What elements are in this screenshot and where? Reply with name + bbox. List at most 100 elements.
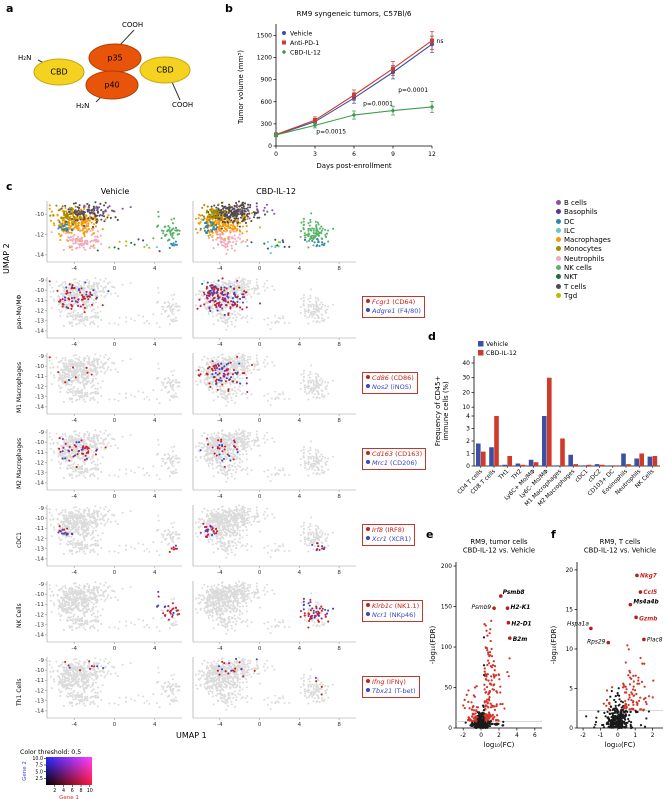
umap-plot-row6-col0: -4 0 4-9-10-11-12-13-14 xyxy=(35,657,182,728)
gene-protein: (IRF8) xyxy=(385,526,405,534)
panel-c-label: c xyxy=(6,180,13,193)
gene-protein: (IFNγ) xyxy=(386,678,406,686)
celltype-legend-item: NK cells xyxy=(556,264,611,273)
scatter-points xyxy=(194,200,335,255)
domain-label: p35 xyxy=(107,54,122,63)
svg-text:1500: 1500 xyxy=(257,32,272,39)
domain-label: CBD xyxy=(156,66,173,75)
celltype-dot xyxy=(556,237,561,243)
bar-cbdil12 xyxy=(639,453,644,466)
celltype-label: Monocytes xyxy=(564,245,602,254)
celltype-label: ILC xyxy=(564,226,575,235)
scatter-points xyxy=(585,644,655,730)
umap-plot-row2-col1: -4 0 4 8 xyxy=(192,352,356,424)
svg-text:6: 6 xyxy=(533,733,537,739)
gene-label: Psmb9 xyxy=(472,605,492,611)
gene-symbol: Mrc1 xyxy=(372,459,388,467)
svg-text:-4: -4 xyxy=(71,342,77,348)
bar-cbdil12 xyxy=(560,438,565,466)
svg-text:5.0: 5.0 xyxy=(35,769,43,775)
svg-text:0: 0 xyxy=(274,151,278,158)
svg-text:5: 5 xyxy=(569,686,573,692)
svg-text:0: 0 xyxy=(466,463,470,470)
svg-text:10: 10 xyxy=(87,788,93,794)
gene-symbol: Klrb1c xyxy=(372,602,393,610)
celltype-label: Neutrophils xyxy=(564,254,605,263)
bar-vehicle xyxy=(542,416,547,466)
svg-text:4: 4 xyxy=(466,413,470,420)
svg-text:40: 40 xyxy=(462,360,470,367)
svg-text:0: 0 xyxy=(258,266,262,272)
celltype-legend-item: Basophils xyxy=(556,208,611,217)
celltype-legend-item: DC xyxy=(556,218,611,227)
annotation: ns xyxy=(437,38,444,45)
panelE-title-2: CBD-IL-12 vs. Vehicle xyxy=(463,547,535,555)
svg-text:3: 3 xyxy=(313,151,317,158)
gene-legend-box: Irf8 (IRF8) Xcr1 (XCR1) xyxy=(362,524,416,546)
panel-a-label: a xyxy=(6,2,14,15)
umap-plot-row0-col1: -4 0 4 8 xyxy=(192,200,356,272)
gene-symbol: Cd86 xyxy=(372,374,389,382)
svg-text:6: 6 xyxy=(71,788,74,794)
umap-plot-row2-col0: -4 0 4 -9 -10 -11 -12 -13 -14 xyxy=(35,353,182,424)
svg-text:-4: -4 xyxy=(71,418,77,424)
legend-item: CBD-IL-12 xyxy=(290,50,321,57)
svg-text:12: 12 xyxy=(428,151,436,158)
domain-label: p40 xyxy=(104,81,119,90)
gene-symbol: Fcgr1 xyxy=(372,298,391,306)
bar-vehicle xyxy=(608,465,613,466)
labeled-gene-dot xyxy=(638,590,643,594)
scatter-points xyxy=(48,505,181,557)
svg-text:200: 200 xyxy=(441,564,452,570)
row-label: NK Cells xyxy=(16,603,23,629)
domain-oval xyxy=(85,70,139,100)
gene-label: Rps29 xyxy=(587,640,605,646)
bar-cbdil12 xyxy=(547,377,552,466)
celltype-label: Tgd xyxy=(564,291,578,300)
terminus-label: COOH xyxy=(172,101,193,109)
umap-plot-row3-col0: -4 0 4-9-10-11-12-13-14 xyxy=(35,429,182,500)
scatter-points xyxy=(48,657,181,709)
gene-label: H2-D1 xyxy=(511,622,531,628)
svg-text:1200: 1200 xyxy=(257,55,272,62)
svg-text:-1: -1 xyxy=(598,733,604,739)
bar-cbdil12 xyxy=(652,456,658,466)
celltype-dot xyxy=(556,274,561,280)
bar-vehicle xyxy=(476,443,481,466)
umap-plot-row1-col1: -4 0 4 8 xyxy=(192,276,356,348)
gene-symbol: Ifng xyxy=(372,678,385,686)
row-label: cDC1 xyxy=(16,532,23,548)
svg-text:10.0: 10.0 xyxy=(32,756,43,762)
labeled-gene-dot xyxy=(506,620,511,625)
umap2-axis-label: UMAP 2 xyxy=(2,243,11,274)
threshold-title: Color threshold: 0.5 xyxy=(20,749,81,756)
svg-text:-4: -4 xyxy=(217,266,223,272)
svg-text:0: 0 xyxy=(113,418,117,424)
panel-a-schematic: CBD p35 p40 CBD H₂N COOH H₂N COOH xyxy=(18,21,193,110)
celltype-legend-item: T cells xyxy=(556,283,611,292)
umap-plot-row4-col0: -4 0 4-9-10-11-12-13-14 xyxy=(35,505,182,576)
bar-vehicle xyxy=(581,465,587,466)
panel-b-xlabel: Days post-enrollment xyxy=(316,162,392,170)
svg-text:-14: -14 xyxy=(35,405,44,411)
category-label: cDC1 xyxy=(574,468,589,483)
svg-text:50: 50 xyxy=(445,686,453,692)
svg-text:9: 9 xyxy=(391,151,395,158)
celltype-dot xyxy=(556,200,561,205)
panelF-xlabel: log₁₀(FC) xyxy=(605,741,636,749)
terminus-label: H₂N xyxy=(76,102,89,110)
umap-plot-row5-col1: -4 0 4 8 xyxy=(192,580,356,652)
svg-text:-9: -9 xyxy=(39,278,45,284)
celltype-label: Macrophages xyxy=(564,236,611,245)
svg-text:-4: -4 xyxy=(217,418,223,424)
bar-vehicle xyxy=(515,463,521,466)
panelE-title-1: RM9, tumor cells xyxy=(470,538,528,546)
row-label: M1 Macrophages xyxy=(16,362,23,414)
legend-cbdil12: CBD-IL-12 xyxy=(486,350,517,357)
svg-text:-12: -12 xyxy=(35,308,44,314)
gene-label: Nkg7 xyxy=(640,573,658,579)
annotation: p=0.0001 xyxy=(363,100,393,107)
labeled-gene-dot xyxy=(589,626,593,631)
gene2-axis-label: Gene 2 xyxy=(22,761,28,781)
